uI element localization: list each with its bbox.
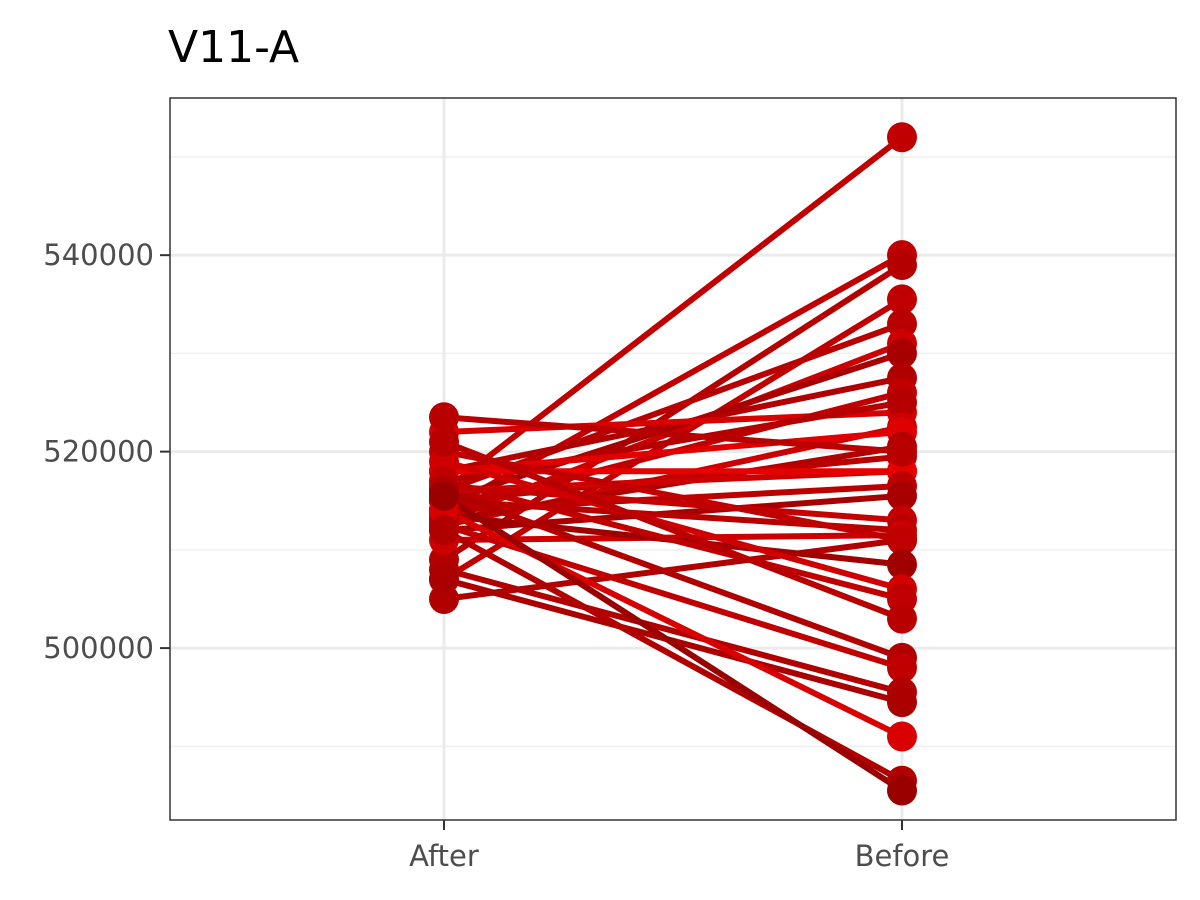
series-line	[443, 483, 903, 524]
series-line	[442, 488, 904, 661]
data-point	[887, 122, 917, 153]
grid-lines	[170, 98, 1176, 820]
data-point	[429, 564, 459, 595]
y-tick-label: 520000	[43, 435, 154, 469]
data-point	[887, 249, 917, 280]
data-point	[887, 436, 917, 467]
series-line	[442, 493, 904, 794]
series-line	[442, 507, 904, 740]
data-point	[887, 525, 917, 556]
series-line	[443, 448, 903, 543]
y-tick-label: 500000	[43, 631, 154, 665]
series-line	[443, 458, 903, 593]
data-point	[887, 603, 917, 634]
axes: 500000 520000 540000 After Before	[43, 238, 949, 873]
data-point	[429, 402, 459, 433]
data-point	[887, 721, 917, 752]
data-point	[887, 338, 917, 369]
x-tick-label-before: Before	[855, 839, 950, 873]
data-point	[429, 515, 459, 546]
series-line	[442, 439, 904, 622]
series-line	[443, 468, 903, 494]
panel-border	[169, 97, 1177, 821]
data-point	[887, 284, 917, 315]
data-point	[887, 775, 917, 806]
data-points	[429, 122, 917, 806]
chart-title: V11-A	[168, 22, 299, 73]
data-point	[887, 387, 917, 418]
x-tick-label-after: After	[409, 839, 479, 873]
series-line	[443, 478, 903, 602]
y-tick-label: 540000	[43, 238, 154, 272]
data-point	[887, 652, 917, 683]
series-line	[443, 414, 903, 455]
data-point	[887, 549, 917, 580]
data-point	[429, 426, 459, 457]
data-point	[887, 480, 917, 511]
data-point	[429, 480, 459, 511]
series-line	[443, 566, 903, 696]
data-point	[887, 687, 917, 718]
series-line	[442, 134, 904, 494]
series-lines	[442, 134, 904, 794]
